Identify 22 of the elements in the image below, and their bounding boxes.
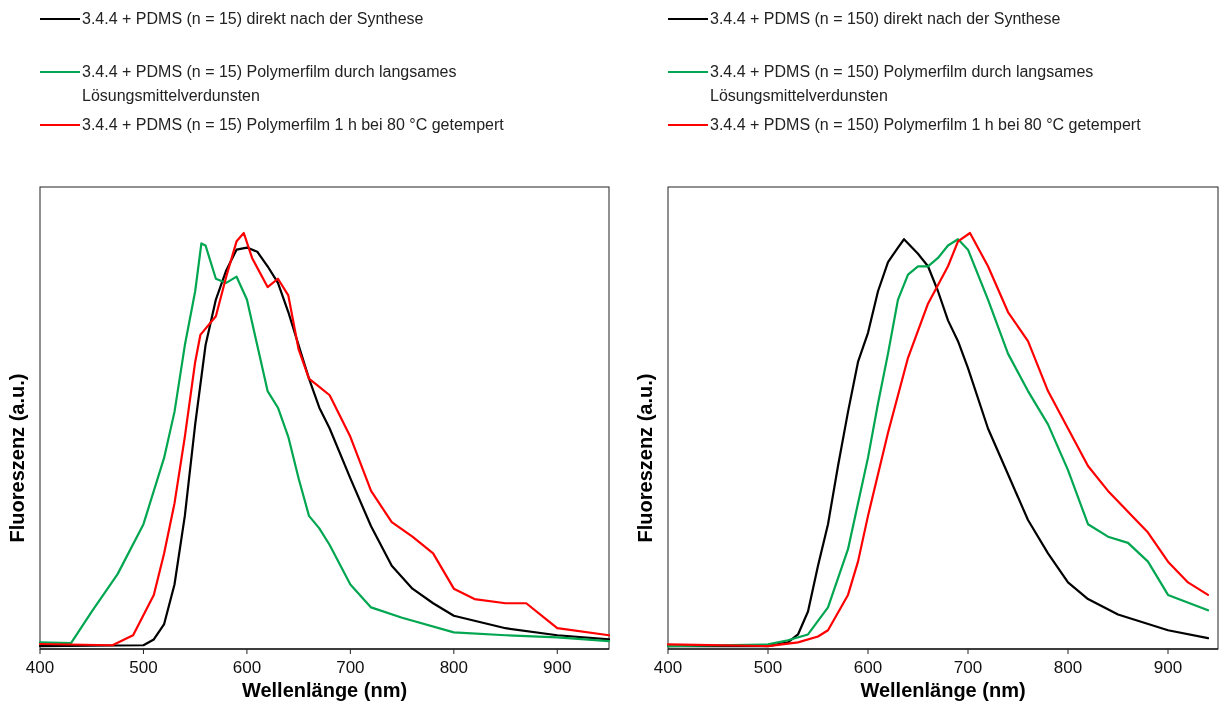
- x-tick-label: 800: [1053, 658, 1083, 677]
- legend-label: 3.4.4 + PDMS (n = 150) Polymerfilm 1 h bei 80 °C getempert: [710, 116, 1142, 133]
- y-axis-title: Fluoreszenz (a.u.): [634, 373, 656, 543]
- x-tick-label: 600: [853, 658, 883, 677]
- legend-label: 3.4.4 + PDMS (n = 15) Polymerfilm durch langsames Lösungsmittelverdunsten: [82, 63, 457, 104]
- legend-label: 3.4.4 + PDMS (n = 15) Polymerfilm 1 h bei 80 °C getempert: [82, 116, 505, 133]
- x-axis-title: Wellenlänge (nm): [860, 679, 1026, 701]
- x-tick-label: 600: [232, 658, 262, 677]
- x-tick-label: 500: [753, 658, 783, 677]
- x-tick-label: 900: [543, 658, 572, 677]
- y-axis-title: Fluoreszenz (a.u.): [6, 373, 28, 543]
- x-tick-label: 400: [653, 658, 683, 677]
- x-tick-label: 800: [439, 658, 469, 677]
- x-tick-label: 700: [953, 658, 983, 677]
- x-tick-label: 400: [25, 658, 55, 677]
- legend-label: 3.4.4 + PDMS (n = 150) direkt nach der Synthese: [710, 10, 1061, 27]
- x-tick-label: 700: [336, 658, 365, 677]
- legend-label: 3.4.4 + PDMS (n = 15) direkt nach der Synthese: [82, 10, 424, 27]
- legend-label: 3.4.4 + PDMS (n = 150) Polymerfilm durch langsames Lösungsmittelverdunsten: [710, 63, 1094, 104]
- x-tick-label: 500: [129, 658, 158, 677]
- x-axis-title: Wellenlänge (nm): [241, 679, 408, 701]
- x-tick-label: 900: [1153, 658, 1183, 677]
